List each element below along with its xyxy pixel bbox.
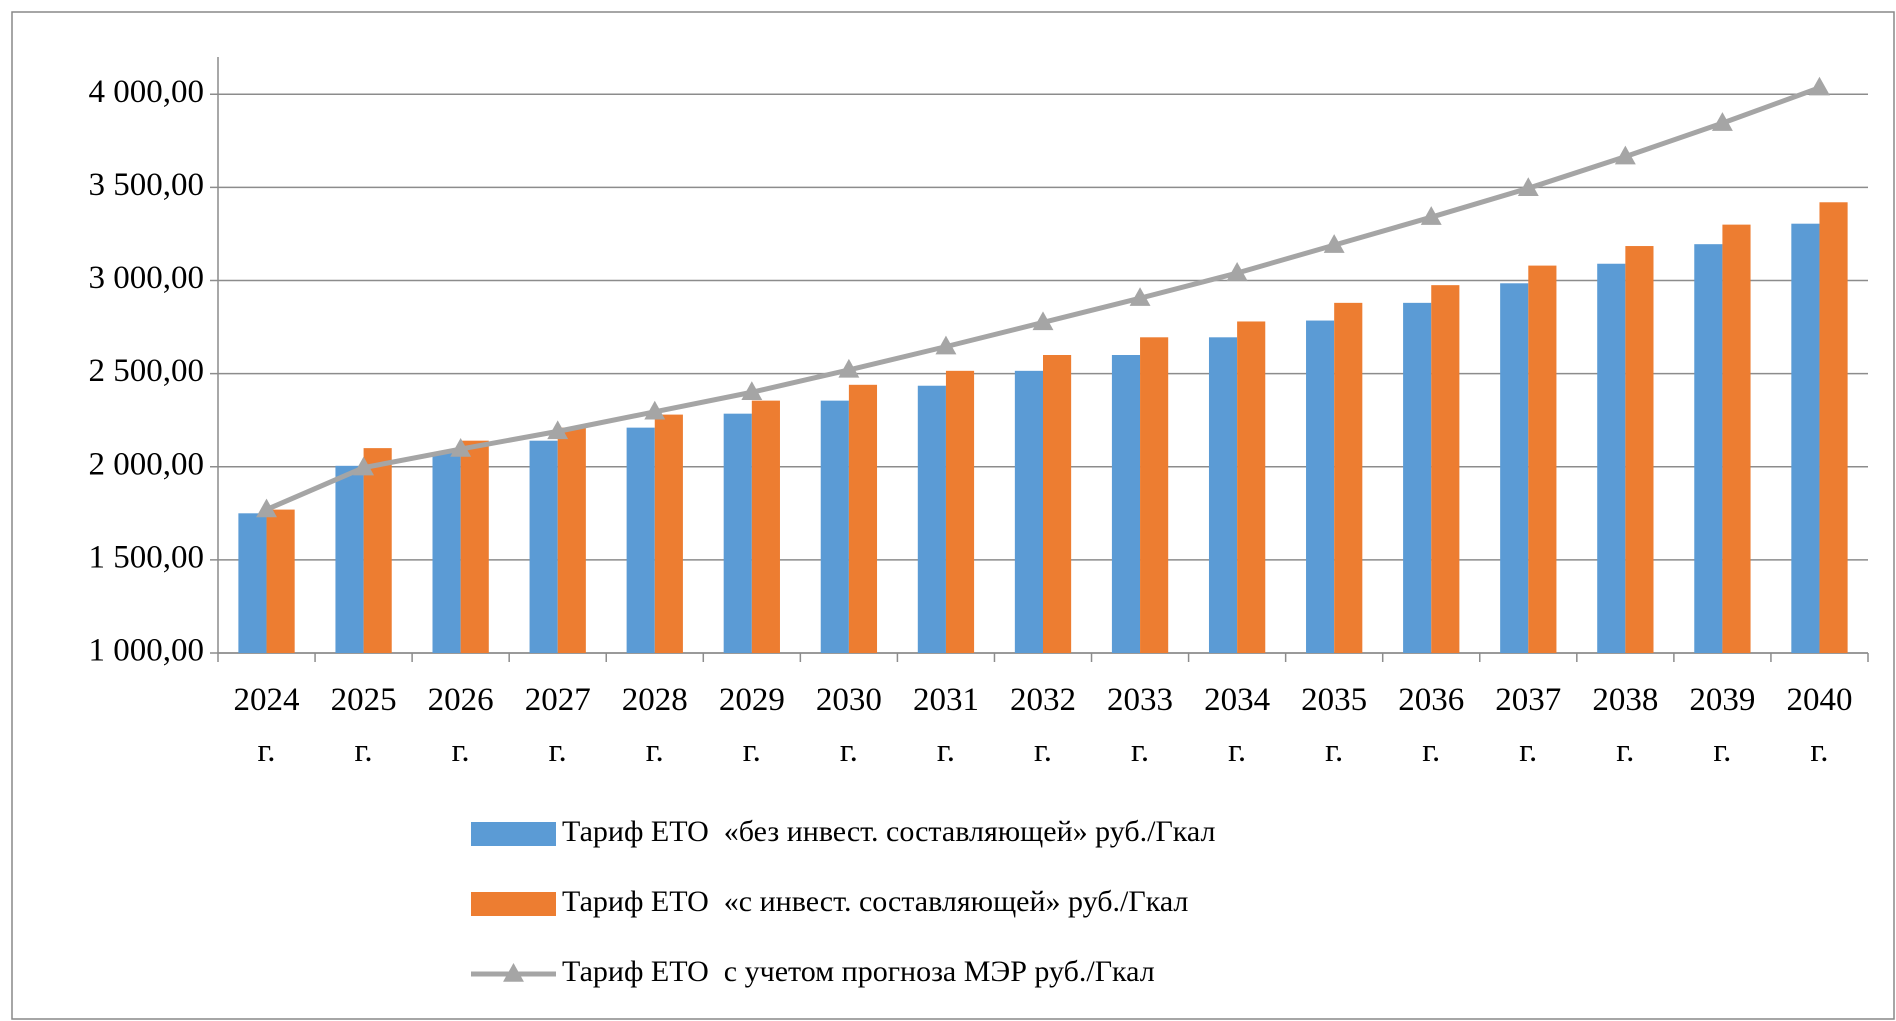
- bar: [1043, 355, 1072, 653]
- line-marker: [1420, 206, 1442, 225]
- line-marker: [450, 438, 472, 457]
- bar: [238, 513, 267, 653]
- bar: [1306, 320, 1335, 653]
- bar: [1208, 337, 1238, 653]
- y-tick-label: 2 000,00: [89, 446, 205, 482]
- bar: [751, 400, 780, 653]
- line-marker: [1809, 76, 1830, 96]
- y-tick-label: 1 500,00: [89, 539, 205, 575]
- legend-label: Тариф ЕТО с учетом прогноза МЭР руб./Гка…: [562, 955, 1155, 988]
- line-marker: [1129, 287, 1151, 306]
- legend-swatch: [471, 822, 556, 846]
- x-tick-label: 2030 г.: [815, 682, 882, 769]
- line-marker: [741, 381, 763, 400]
- line-marker: [353, 456, 375, 476]
- bar: [945, 370, 975, 653]
- x-tick-label: 2027 г.: [524, 682, 591, 769]
- bar: [1819, 202, 1848, 653]
- x-tick-label: 2036 г.: [1398, 682, 1465, 769]
- y-tick-label: 2 500,00: [89, 353, 205, 389]
- bar: [1791, 223, 1820, 653]
- bar: [335, 465, 364, 653]
- bar: [363, 448, 392, 653]
- bar: [529, 440, 558, 653]
- bar: [1625, 246, 1654, 653]
- x-tick-label: 2025 г.: [330, 682, 397, 769]
- x-tick-label: 2032 г.: [1010, 682, 1076, 769]
- line-marker: [1226, 262, 1248, 281]
- legend-marker: [503, 963, 524, 982]
- line-marker: [644, 400, 666, 420]
- legend-label: Тариф ЕТО «без инвест. составляющей» руб…: [562, 815, 1215, 848]
- bar: [1140, 337, 1169, 653]
- bar: [1500, 283, 1529, 653]
- y-tick-label: 3 500,00: [89, 167, 205, 203]
- bar: [266, 509, 295, 653]
- line-marker: [1032, 311, 1054, 331]
- y-tick-label: 4 000,00: [89, 74, 205, 110]
- x-tick-label: 2037 г.: [1495, 682, 1562, 769]
- line-marker: [256, 498, 277, 518]
- line-marker: [1323, 234, 1345, 253]
- line-marker: [1517, 177, 1539, 197]
- y-tick-label: 1 000,00: [89, 633, 205, 669]
- bar: [1694, 244, 1723, 653]
- legend-swatch: [471, 892, 556, 916]
- x-tick-label: 2026 г.: [427, 682, 494, 769]
- x-tick-label: 2040 г.: [1786, 682, 1853, 769]
- bar: [1237, 321, 1266, 653]
- bar: [626, 427, 655, 653]
- bar: [1111, 355, 1141, 653]
- line-marker: [1711, 112, 1733, 131]
- bar: [1014, 370, 1043, 653]
- legend-label: Тариф ЕТО «с инвест. составляющей» руб./…: [562, 885, 1188, 918]
- bar: [460, 440, 489, 653]
- bar: [1597, 263, 1626, 653]
- bar: [1334, 302, 1363, 653]
- bar: [557, 427, 586, 653]
- x-tick-label: 2031 г.: [912, 682, 979, 769]
- x-tick-label: 2024 г.: [233, 682, 300, 769]
- line-marker: [1614, 145, 1636, 165]
- line-marker: [547, 420, 569, 440]
- bar: [432, 452, 461, 653]
- x-tick-label: 2038 г.: [1592, 682, 1659, 769]
- x-tick-label: 2029 г.: [718, 682, 785, 769]
- bar: [1403, 302, 1432, 653]
- bar: [1431, 285, 1460, 653]
- bar: [848, 384, 878, 653]
- bar: [723, 413, 752, 653]
- line-marker: [935, 335, 957, 355]
- bar: [1528, 265, 1557, 653]
- y-tick-label: 3 000,00: [89, 260, 205, 296]
- line-marker: [838, 358, 860, 378]
- bar: [917, 385, 946, 653]
- bar: [1722, 224, 1751, 653]
- x-tick-label: 2034 г.: [1204, 682, 1271, 769]
- bar: [820, 400, 849, 653]
- x-tick-label: 2035 г.: [1301, 682, 1368, 769]
- bar: [654, 414, 683, 653]
- x-tick-label: 2033 г.: [1107, 682, 1174, 769]
- x-tick-label: 2028 г.: [621, 682, 688, 769]
- x-tick-label: 2039 г.: [1689, 682, 1756, 769]
